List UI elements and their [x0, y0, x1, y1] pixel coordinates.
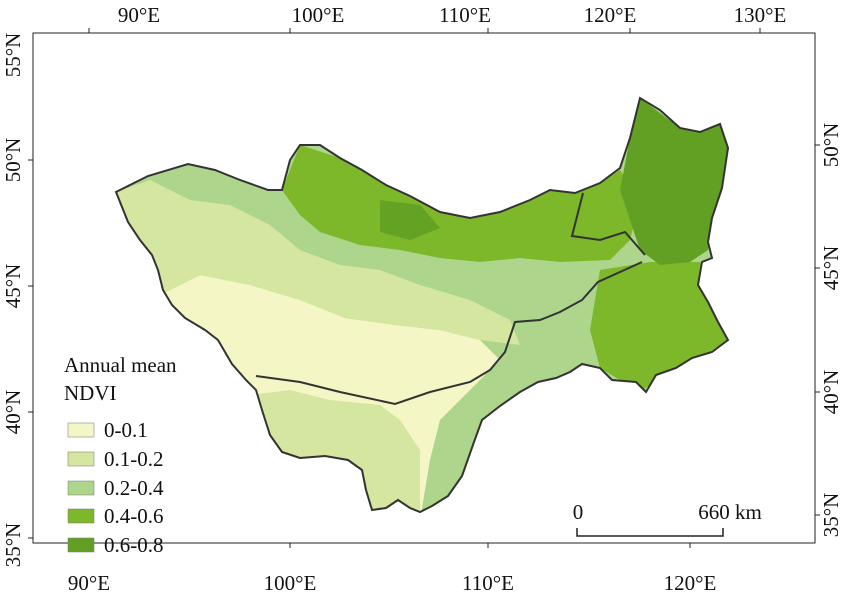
legend-label-2: 0.2-0.4	[104, 476, 164, 500]
ndvi-zone-0.1-0.2	[116, 180, 520, 345]
ndvi-zone-0.1-0.2-south	[250, 390, 420, 512]
legend-label-3: 0.4-0.6	[104, 504, 164, 528]
legend-swatch-0	[67, 422, 95, 438]
lat-label-right-35: 35°N	[819, 493, 843, 538]
lat-label-right-45: 45°N	[819, 246, 843, 291]
lat-label-left-40: 40°N	[1, 390, 25, 435]
lon-label-top-100: 100°E	[292, 3, 345, 27]
lon-label-top-120: 120°E	[584, 3, 637, 27]
legend-label-1: 0.1-0.2	[104, 447, 164, 471]
lat-label-left-45: 45°N	[1, 264, 25, 309]
legend-swatch-2	[67, 480, 95, 496]
scale-bar-line	[576, 528, 724, 537]
scale-bar-start-label: 0	[573, 500, 584, 524]
lon-label-top-130: 130°E	[734, 3, 787, 27]
ndvi-zone-0.4-0.6	[282, 145, 640, 262]
legend-title-line1: Annual mean	[64, 353, 177, 377]
lat-label-right-50: 50°N	[819, 123, 843, 168]
legend-swatch-3	[67, 508, 95, 524]
legend-swatch-1	[67, 451, 95, 467]
lon-label-bottom-110: 110°E	[462, 571, 514, 595]
legend-title-line2: NDVI	[64, 381, 117, 405]
legend-label-4: 0.6-0.8	[104, 533, 164, 557]
internal-boundary-northeast	[570, 192, 646, 256]
legend-swatch-4	[67, 537, 95, 553]
scale-bar-end-label: 660 km	[698, 500, 762, 524]
lon-label-top-110: 110°E	[439, 3, 491, 27]
internal-boundary-south	[255, 261, 643, 406]
lon-label-bottom-120: 120°E	[664, 571, 717, 595]
lat-label-left-55: 55°N	[1, 33, 25, 78]
lon-label-top-90: 90°E	[118, 3, 160, 27]
scale-bar: 0 660 km	[573, 500, 762, 537]
lon-label-bottom-100: 100°E	[264, 571, 317, 595]
region-boundary	[114, 96, 730, 514]
lat-label-left-35: 35°N	[1, 523, 25, 568]
legend-label-0: 0-0.1	[104, 418, 148, 442]
ndvi-zone-0.6-0.8	[620, 98, 728, 265]
legend: Annual mean NDVI 0-0.1 0.1-0.2 0.2-0.4 0…	[64, 353, 177, 557]
lon-label-bottom-90: 90°E	[68, 571, 110, 595]
lat-label-left-50: 50°N	[1, 138, 25, 183]
lat-label-right-40: 40°N	[819, 370, 843, 415]
ndvi-zone-0.6-0.8-patch	[380, 200, 440, 240]
